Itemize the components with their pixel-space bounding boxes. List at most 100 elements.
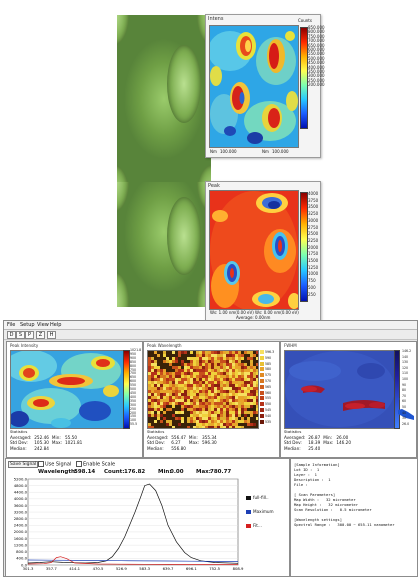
legend-label: 550	[265, 402, 272, 407]
menu-help[interactable]: Help	[50, 322, 62, 328]
menu-setup[interactable]: Setup	[20, 322, 35, 328]
fwhm-map[interactable]	[284, 350, 396, 429]
colorbar-tick: 800.000	[308, 29, 325, 35]
colorbar-tick: 650	[130, 375, 137, 380]
stat-value: 1021.81	[65, 440, 83, 445]
info-line: Layer : 1	[294, 472, 317, 477]
colorbar-tick: 500.000	[308, 55, 325, 61]
legend-row: 550	[260, 402, 277, 408]
legend-label: 540	[265, 413, 272, 418]
colorbar-tick: 100	[130, 418, 137, 423]
fwhm-histogram	[398, 398, 414, 420]
colorbar-tick: 450	[130, 390, 137, 395]
colorbar-tick: 750	[308, 278, 316, 284]
stat-label: Std Dev:	[284, 440, 302, 445]
peak-intensity-map[interactable]	[10, 350, 124, 429]
colorbar-tick: 3750	[308, 197, 319, 203]
legend-label: Maximum	[253, 509, 274, 514]
stat-label: Averaged:	[147, 434, 169, 440]
help-icon[interactable]: H	[47, 331, 56, 339]
window-title: Peak	[208, 183, 220, 189]
menu-file[interactable]: File	[7, 322, 16, 328]
x-tick-label: 696.1	[186, 566, 197, 571]
y-tick-label: 800.0	[16, 549, 27, 554]
stat-label: Median:	[147, 445, 164, 451]
use-signal-label: Use Signal	[45, 461, 72, 468]
stat-value: 596.30	[202, 440, 217, 445]
zoom-icon[interactable]: Z	[36, 331, 45, 339]
fwhm-colorbar-labels: 146.2 140 130 120 110 100 90 80 70 60 50…	[402, 349, 411, 427]
y-tick-label: 4000.0	[14, 496, 28, 501]
peak-wavelength-map[interactable]	[147, 350, 259, 429]
peak-intensity-colorbar-labels: 1021.8 950 900 850 800 750 700 650 600 5…	[130, 348, 141, 427]
enable-scale-checkbox[interactable]: Enable Scale	[76, 461, 115, 468]
min-value: 0.00	[170, 469, 184, 475]
x-tick-label: 301.3	[23, 566, 34, 571]
checkbox-icon[interactable]	[38, 461, 44, 467]
y-tick-label: 1200.0	[14, 542, 28, 547]
colorbar-tick: 850.000	[308, 25, 325, 30]
checkbox-icon[interactable]	[76, 461, 82, 467]
enable-scale-label: Enable Scale	[83, 461, 116, 468]
colorbar-tick: 55.5	[130, 422, 138, 427]
intensity-heatmap	[209, 25, 299, 148]
x-tick-label: 357.7	[46, 566, 57, 571]
stat-label: Min:	[188, 434, 198, 440]
colorbar-tick: 250	[130, 406, 137, 411]
colorbar-tick: 3250	[308, 211, 319, 217]
legend-swatch	[260, 413, 264, 418]
print-icon[interactable]: P	[25, 331, 34, 339]
use-signal-checkbox[interactable]: Use Signal	[38, 461, 71, 468]
legend-swatch	[260, 361, 264, 366]
menu-view[interactable]: View	[37, 322, 49, 328]
series-line-2	[27, 559, 239, 562]
save-signal-button[interactable]: Save Signal	[8, 461, 39, 468]
colorbar-tick: 40	[402, 410, 407, 415]
save-icon[interactable]: S	[16, 331, 25, 339]
peak-wavelength-statistics: Statistics Averaged: 556.47 Min: 355.34 Std…	[147, 429, 220, 451]
colorbar-tick: 800	[130, 363, 137, 368]
legend-swatch	[260, 390, 264, 395]
stat-value: 556.47	[171, 434, 186, 440]
colorbar-tick: 1000	[308, 271, 319, 277]
legend-label: 555	[265, 396, 272, 401]
legend-row: 535	[260, 419, 277, 426]
legend-label: 545	[265, 407, 272, 412]
x-tick-label: 752.5	[209, 566, 220, 571]
stat-value: 26.00	[336, 434, 349, 440]
count-label: Count:	[104, 469, 125, 475]
intensity-map-window: Intens Counts 850.000 800.00	[205, 14, 325, 158]
new-document-icon[interactable]: D	[7, 331, 16, 339]
colorbar-tick: 700.000	[308, 38, 325, 44]
y-tick-label: 3200.0	[14, 509, 28, 514]
colorbar-tick: 750	[130, 367, 137, 372]
legend-swatch	[260, 396, 264, 401]
colorbar-tick: 200	[130, 410, 137, 415]
colorbar-tick: 146.2	[402, 349, 412, 353]
y-tick-label: 2400.0	[14, 523, 28, 528]
y-tick-label: 0.0	[21, 562, 28, 567]
x-tick-label: 639.7	[163, 566, 174, 571]
stat-label: Std Dev:	[10, 440, 28, 445]
colorbar-tick: 1500	[308, 258, 319, 264]
legend-row: 596.3	[260, 350, 277, 356]
colorbar-tick: 2500	[308, 231, 319, 237]
colorbar-tick: 4000	[308, 191, 319, 196]
wavelength-label: Wavelength:	[38, 469, 78, 475]
legend-row: 555	[260, 396, 277, 402]
legend-label: 596.3	[265, 350, 275, 354]
info-line: File :	[294, 482, 308, 487]
legend-item-2: Maximum	[246, 509, 274, 514]
stat-value: 355.34	[202, 434, 217, 440]
colorbar-tick: 3500	[308, 204, 319, 210]
colorbar-tick: 600	[130, 379, 137, 384]
stat-value: 55.50	[65, 434, 77, 440]
legend-label: full-fill..	[253, 495, 269, 500]
footer-label-left: Nm	[210, 149, 217, 154]
stat-value: 105.30	[34, 440, 49, 445]
legend-row: 585	[260, 361, 277, 368]
peak-intensity-colorbar	[123, 350, 130, 429]
colorbar-tick: 700	[130, 371, 137, 376]
colorbar-tick: 600.000	[308, 47, 325, 53]
